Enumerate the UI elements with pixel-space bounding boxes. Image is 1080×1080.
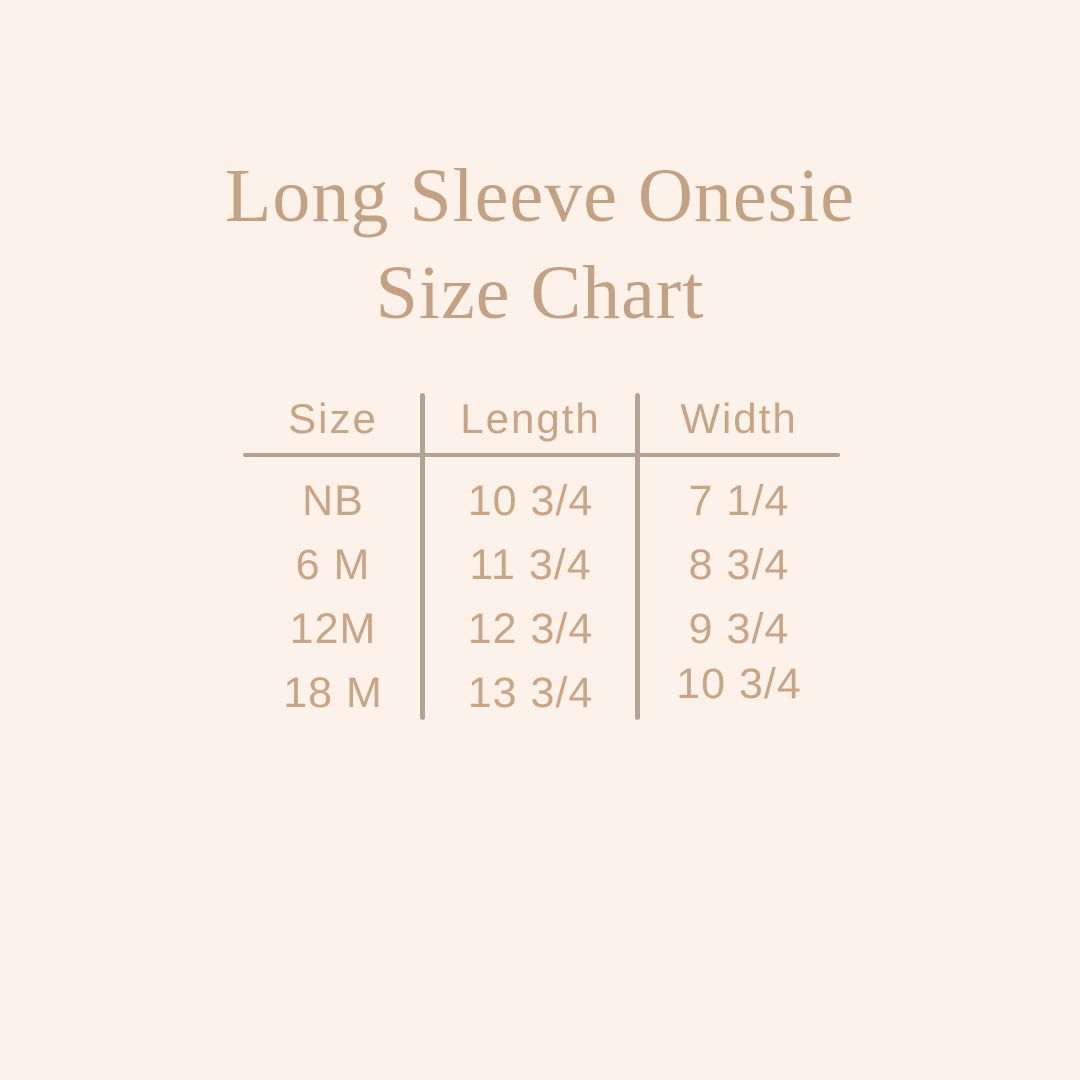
table-header-row: Size Length Width	[243, 385, 840, 453]
title-line-2: Size Chart	[375, 251, 705, 335]
table-body: NB 10 3/4 7 1/4 6 M 11 3/4 8 3/4 12M 12 …	[243, 469, 840, 725]
column-header-size: Size	[288, 395, 378, 442]
cell-size-12m: 12M	[289, 604, 377, 653]
cell-length-12m: 12 3/4	[467, 604, 594, 653]
cell-size-18m: 18 M	[283, 668, 383, 717]
cell-size-nb: NB	[302, 476, 364, 525]
column-divider-1	[420, 393, 425, 720]
cell-width-6m: 8 3/4	[688, 540, 790, 589]
column-header-length: Length	[460, 395, 601, 442]
page-title: Long Sleeve Onesie Size Chart	[0, 148, 1080, 342]
cell-length-nb: 10 3/4	[467, 476, 594, 525]
column-divider-2	[635, 393, 640, 720]
cell-width-nb: 7 1/4	[688, 476, 790, 525]
cell-width-12m: 9 3/4	[688, 604, 790, 653]
size-table: Size Length Width NB 10 3/4 7 1/4 6 M 11…	[243, 385, 840, 727]
cell-length-6m: 11 3/4	[469, 540, 592, 589]
cell-length-18m: 13 3/4	[467, 668, 594, 717]
column-header-width: Width	[680, 395, 798, 442]
title-line-1: Long Sleeve Onesie	[224, 154, 856, 238]
header-divider-line	[243, 453, 840, 457]
cell-size-6m: 6 M	[295, 540, 371, 589]
cell-width-18m: 10 3/4	[676, 659, 802, 708]
